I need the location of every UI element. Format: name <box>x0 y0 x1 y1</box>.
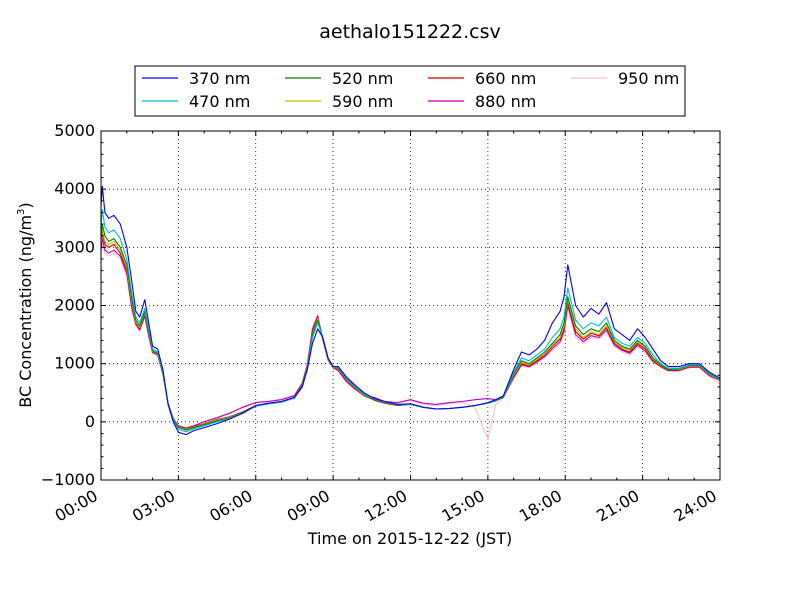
x-axis-label: Time on 2015-12-22 (JST) <box>307 529 512 548</box>
y-tick-labels: −1000 0 1000 2000 3000 4000 5000 <box>41 121 95 489</box>
series-line-370-nm <box>100 185 721 436</box>
y-tick-label: 5000 <box>54 121 95 140</box>
legend-label: 370 nm <box>189 69 250 88</box>
data-series <box>100 185 721 440</box>
legend-frame <box>134 65 686 117</box>
legend-label: 880 nm <box>475 92 536 111</box>
chart-title: aethalo151222.csv <box>319 21 501 43</box>
series-line-470-nm <box>100 208 721 433</box>
y-axis-label-superscript: 3 <box>16 209 27 215</box>
y-tick-label: 0 <box>85 412 95 431</box>
legend-label: 660 nm <box>475 69 536 88</box>
y-axis-label-close: ) <box>16 202 35 208</box>
y-tick-label: 4000 <box>54 179 95 198</box>
legend-label: 470 nm <box>189 92 250 111</box>
legend: 370 nm 470 nm 520 nm 590 nm 660 nm 880 nm 950 … <box>134 65 686 117</box>
y-tick-label: 3000 <box>54 237 95 256</box>
y-axis-label-main: BC Concentration (ng/m <box>16 215 35 408</box>
y-tick-label: 2000 <box>54 296 95 315</box>
legend-label: 520 nm <box>332 69 393 88</box>
legend-label: 590 nm <box>332 92 393 111</box>
y-tick-label: −1000 <box>41 470 95 489</box>
axis-ticks <box>100 130 721 481</box>
legend-label: 950 nm <box>618 69 679 88</box>
y-axis-label: BC Concentration (ng/m3) <box>16 202 35 407</box>
y-tick-label: 1000 <box>54 354 95 373</box>
